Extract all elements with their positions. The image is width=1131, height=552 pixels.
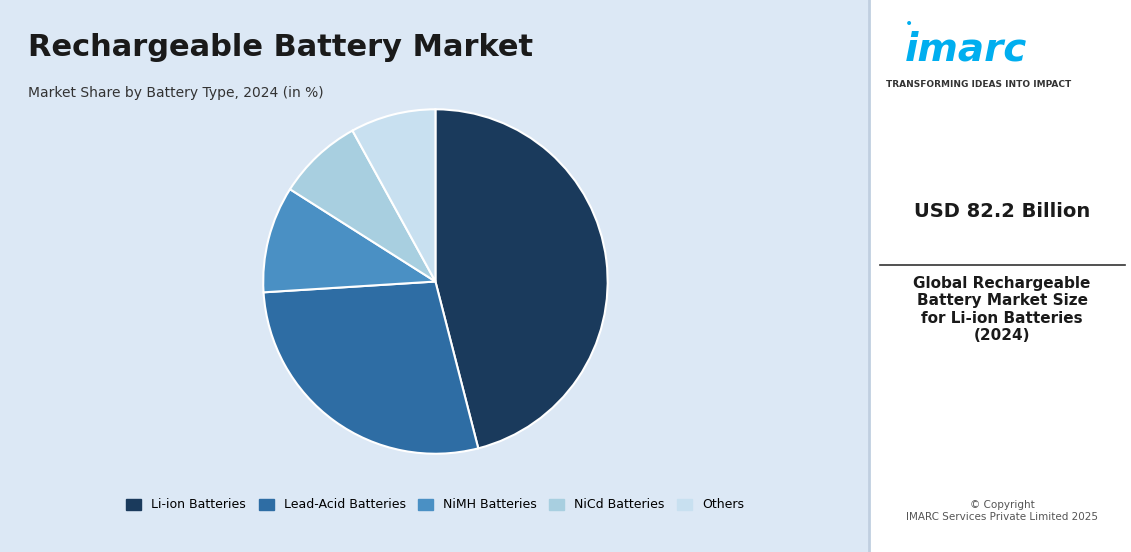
Wedge shape [435,109,607,448]
Text: Market Share by Battery Type, 2024 (in %): Market Share by Battery Type, 2024 (in %… [28,86,323,99]
Text: imarc: imarc [905,30,1027,68]
Text: Rechargeable Battery Market: Rechargeable Battery Market [28,33,534,62]
Text: TRANSFORMING IDEAS INTO IMPACT: TRANSFORMING IDEAS INTO IMPACT [886,80,1071,89]
Text: USD 82.2 Billion: USD 82.2 Billion [914,202,1090,221]
Wedge shape [264,189,435,293]
Wedge shape [353,109,435,282]
Wedge shape [290,131,435,282]
Text: © Copyright
IMARC Services Private Limited 2025: © Copyright IMARC Services Private Limit… [906,500,1098,522]
Legend: Li-ion Batteries, Lead-Acid Batteries, NiMH Batteries, NiCd Batteries, Others: Li-ion Batteries, Lead-Acid Batteries, N… [121,493,750,516]
Text: Global Rechargeable
Battery Market Size
for Li-ion Batteries
(2024): Global Rechargeable Battery Market Size … [914,276,1090,343]
Text: •: • [905,17,913,30]
Wedge shape [264,282,478,454]
